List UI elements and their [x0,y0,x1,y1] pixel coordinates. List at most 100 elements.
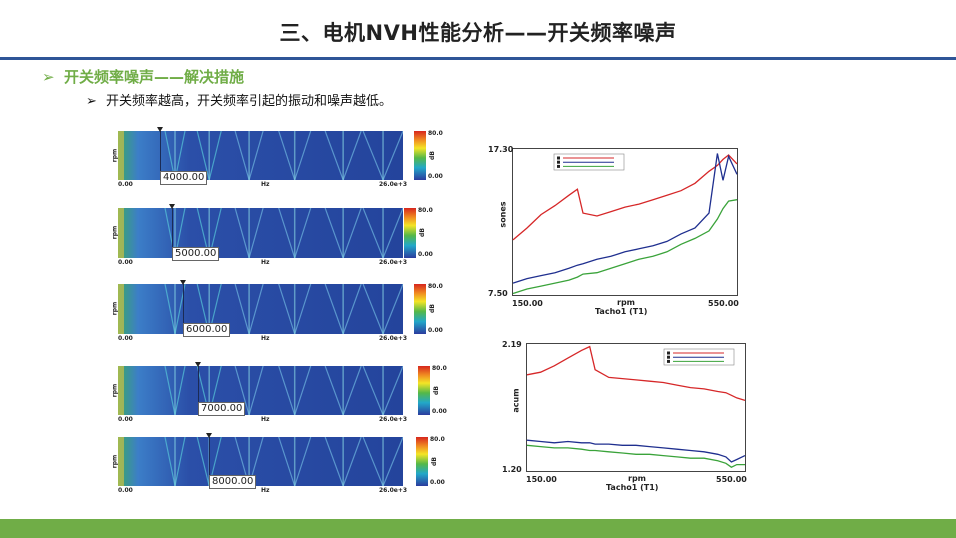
scale-unit-label: dB [430,457,438,466]
bullet-arrow-icon: ➢ [86,94,97,109]
x-axis-end-label: 26.0e+3 [379,487,408,494]
rpm-cursor-marker-icon[interactable] [180,280,186,285]
low-frequency-band [118,437,124,486]
series-line-1 [526,345,746,402]
scale-bottom-label: 0.00 [428,173,443,180]
x-axis-channel-label: Tacho1 (T1) [595,307,648,316]
bullet-arrow-icon: ➢ [42,68,55,86]
rpm-cursor-line[interactable] [198,366,199,415]
x-axis-max-label: 550.00 [708,299,739,308]
spectrogram-ridges [118,131,403,180]
x-axis-end-label: 26.0e+3 [379,181,408,188]
harmonic-ridge [164,284,186,334]
y-axis-max-label: 2.19 [502,340,522,349]
harmonic-ridge [362,208,403,258]
rpm-value-box: 4000.00 [160,171,208,185]
rpm-cursor-marker-icon[interactable] [195,362,201,367]
harmonic-ridge [196,284,222,334]
title-rule [0,57,956,60]
series-line-3 [512,199,738,295]
bullet-solution: ➢ 开关频率噪声——解决措施 [42,66,244,87]
harmonic-ridge [324,366,362,415]
scale-unit-label: dB [428,151,436,160]
x-axis-unit-label: Hz [261,259,270,266]
rpm-cursor-line[interactable] [209,437,210,486]
scale-bottom-label: 0.00 [428,327,443,334]
harmonic-ridge [234,284,264,334]
rpm-value-box: 5000.00 [172,247,220,261]
scale-top-label: 80.0 [432,365,447,372]
x-axis-unit-label: Hz [261,181,270,188]
x-axis-start-label: 0.00 [118,181,133,188]
x-axis-end-label: 26.0e+3 [379,259,408,266]
series-line-2 [512,153,738,284]
spectrogram-4: 7000.00 0.00 Hz 26.0e+3 rpm 80.0 dB 0.00 [111,362,447,423]
x-axis-channel-label: Tacho1 (T1) [606,483,659,492]
spectrogram-2: 5000.00 0.00 Hz 26.0e+3 rpm 80.0 dB 0.00 [111,204,433,266]
harmonic-ridge [362,284,403,334]
rpm-value-box: 7000.00 [198,402,246,416]
rpm-value-box: 6000.00 [183,323,231,337]
chart-frame [512,148,738,296]
spectrogram-ridges [118,366,403,415]
harmonic-ridge [362,131,403,180]
y-axis-label: rpm [111,301,119,316]
harmonic-ridge [164,208,186,258]
x-axis-unit-label: Hz [261,335,270,342]
x-axis-max-label: 550.00 [716,475,747,484]
scale-unit-label: dB [428,304,436,313]
db-color-scale [414,284,426,334]
db-color-scale [416,437,428,486]
harmonic-ridge [324,208,362,258]
legend-marker [557,160,560,164]
legend-marker [557,156,560,160]
rpm-value-box: 8000.00 [209,475,257,489]
rpm-cursor-line[interactable] [172,208,173,258]
x-axis-start-label: 0.00 [118,335,133,342]
scale-bottom-label: 0.00 [418,251,433,258]
x-axis-title: rpm [628,474,647,483]
x-axis-unit-label: Hz [261,416,270,423]
legend-marker [667,355,670,359]
harmonic-ridge [234,208,264,258]
harmonic-ridge [278,284,312,334]
legend-marker [667,359,670,363]
x-axis-start-label: 0.00 [118,487,133,494]
y-axis-label: rpm [111,383,119,398]
series-line-3 [526,444,745,468]
harmonic-ridge [278,366,312,415]
spectrogram-ridges [118,437,403,486]
rpm-cursor-marker-icon[interactable] [169,204,175,209]
rpm-cursor-marker-icon[interactable] [157,127,163,132]
footer-bar [0,519,956,538]
harmonic-ridge [278,437,312,486]
low-frequency-band [118,131,124,180]
x-axis-title: rpm [617,298,636,307]
chart-plot-area [526,343,746,472]
rpm-cursor-marker-icon[interactable] [206,433,212,438]
harmonic-ridge [164,437,186,486]
harmonic-ridge [164,131,186,180]
harmonic-ridge [324,437,362,486]
spectrogram-ridges [118,284,403,334]
scale-unit-label: dB [432,386,440,395]
scale-bottom-label: 0.00 [432,408,447,415]
series-line-2 [526,439,746,463]
rpm-cursor-line[interactable] [183,284,184,334]
y-axis-title: acum [511,388,521,413]
y-axis-min-label: 1.20 [502,465,522,474]
harmonic-ridge [196,437,222,486]
harmonic-ridge [234,437,264,486]
harmonic-ridge [362,437,403,486]
y-axis-min-label: 7.50 [488,289,508,298]
x-axis-min-label: 150.00 [512,299,543,308]
legend-marker [557,164,560,168]
db-color-scale [418,366,430,415]
rpm-cursor-line[interactable] [160,131,161,180]
spectrogram-ridges [118,208,403,258]
spectrogram-5: 8000.00 0.00 Hz 26.0e+3 rpm 80.0 dB 0.00 [111,433,445,494]
x-axis-start-label: 0.00 [118,416,133,423]
scale-top-label: 80.0 [428,130,443,137]
bullet-conclusion-text: 开关频率越高，开关频率引起的振动和噪声越低。 [106,94,393,109]
y-axis-max-label: 17.30 [488,145,514,154]
